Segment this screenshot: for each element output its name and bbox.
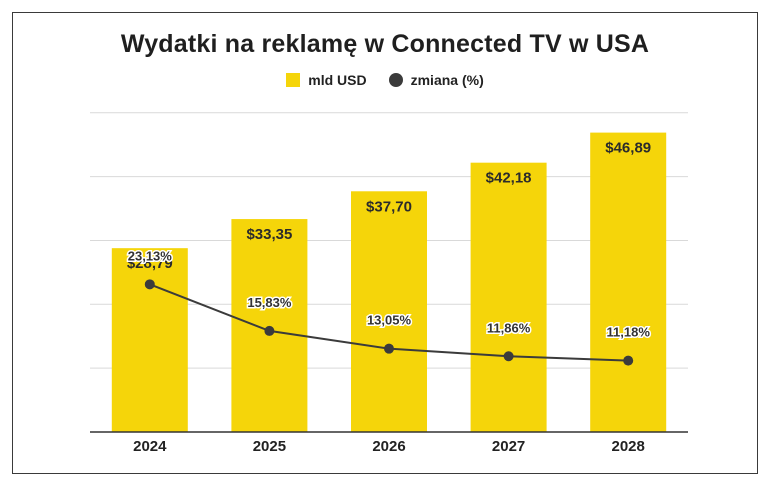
line-point-label: 15,83%: [247, 295, 292, 310]
chart-legend: mld USD zmiana (%): [0, 72, 770, 88]
bar-value-label: $37,70: [366, 198, 412, 215]
legend-swatch-bars: [286, 73, 301, 87]
bar-value-label: $33,35: [246, 226, 292, 243]
x-tick-label: 2028: [612, 438, 645, 455]
line-point-label: 11,86%: [487, 320, 531, 335]
line-point-label: 23,13%: [128, 248, 173, 263]
chart-title: Wydatki na reklamę w Connected TV w USA: [120, 30, 650, 58]
bar: [111, 248, 188, 432]
x-tick-label: 2027: [492, 438, 525, 455]
line-point-label: 11,18%: [607, 325, 651, 340]
x-tick-label: 2025: [253, 438, 286, 455]
bar-value-label: $42,18: [486, 170, 532, 187]
bar: [470, 162, 547, 432]
line-point-label: 13,05%: [367, 313, 412, 328]
bar: [590, 132, 667, 432]
x-tick-label: 2024: [133, 438, 167, 455]
x-tick-label: 2026: [372, 438, 405, 455]
line-point: [503, 351, 514, 362]
legend-item-bars: mld USD: [286, 72, 367, 88]
bar-value-label: $46,89: [605, 140, 651, 157]
bar-value-label: $28,79: [127, 255, 173, 272]
line-point: [144, 279, 155, 290]
bar: [231, 219, 308, 432]
legend-item-line: zmiana (%): [388, 72, 484, 88]
bar: [351, 191, 427, 432]
line-point: [384, 343, 394, 354]
legend-label-line: zmiana (%): [410, 72, 484, 88]
line-point: [264, 325, 275, 336]
line-point: [623, 355, 634, 366]
legend-swatch-line: [388, 73, 403, 87]
legend-label-bars: mld USD: [308, 72, 367, 88]
